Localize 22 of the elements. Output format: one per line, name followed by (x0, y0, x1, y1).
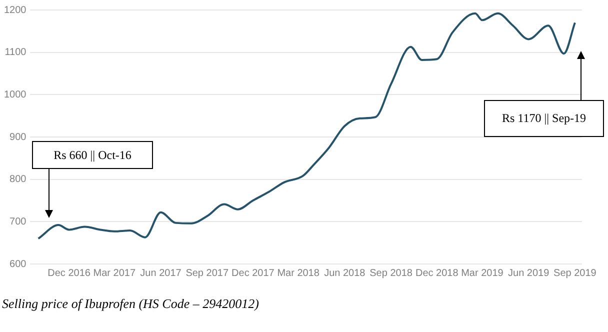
x-tick-label: Mar 2018 (277, 268, 320, 279)
text: Selling price of Ibuprofen (HS Code – 29420012) (2, 296, 260, 312)
x-tick-label: Sep 2017 (186, 268, 229, 279)
callout-box: Rs 660 || Oct-16 (32, 141, 153, 169)
y-tick-label: 800 (10, 174, 27, 186)
x-tick-label: Jun 2019 (508, 268, 550, 279)
x-tick-label: Mar 2019 (461, 268, 504, 279)
y-tick-label: 900 (10, 132, 27, 143)
x-tick-label: Mar 2017 (93, 268, 136, 279)
y-tick-label: 1200 (4, 4, 27, 16)
x-tick-label: Dec 2017 (232, 268, 275, 279)
y-tick-label: 1000 (4, 89, 27, 100)
y-tick-label: 700 (10, 216, 27, 228)
y-tick-label: 600 (10, 258, 27, 270)
x-tick-label: Jun 2018 (324, 268, 366, 279)
x-tick-label: Jun 2017 (140, 268, 182, 279)
callout-box: Rs 1170 || Sep-19 (484, 100, 604, 137)
x-tick-label: Dec 2016 (48, 268, 91, 279)
x-tick-label: Sep 2019 (554, 268, 597, 279)
x-tick-label: Dec 2018 (415, 268, 459, 279)
x-tick-label: Sep 2018 (370, 268, 413, 279)
y-tick-label: 1100 (4, 47, 27, 58)
